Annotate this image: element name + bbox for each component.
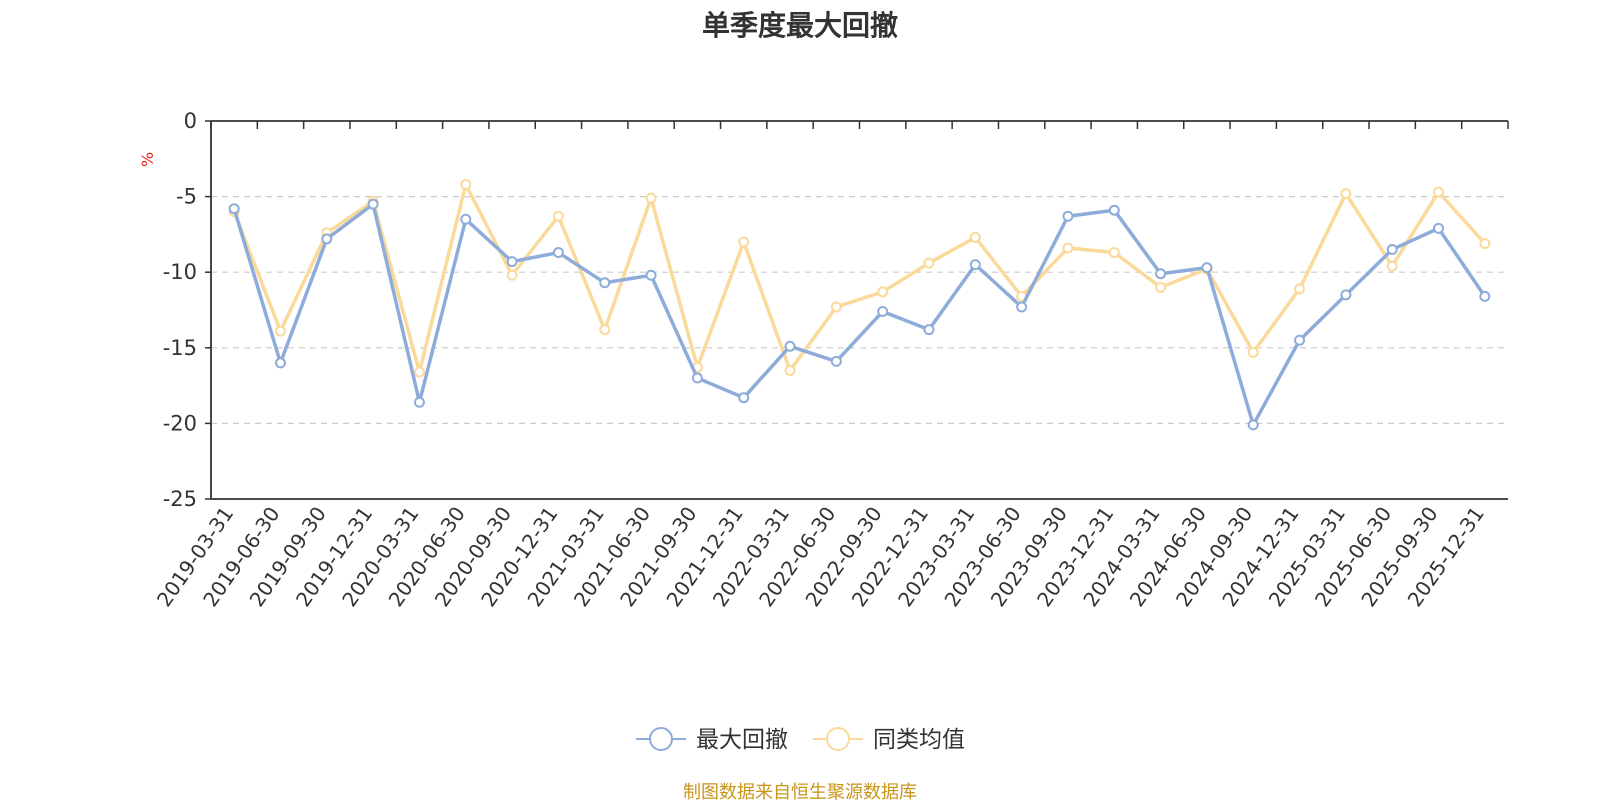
- y-tick-label: -20: [163, 411, 197, 435]
- y-tick-label: 0: [184, 109, 197, 133]
- data-point: [506, 256, 518, 268]
- y-tick-label: -10: [163, 260, 197, 284]
- data-point: [830, 301, 842, 313]
- data-point: [460, 179, 472, 191]
- data-point: [1247, 419, 1259, 431]
- data-point: [1294, 334, 1306, 346]
- series-line: [232, 202, 1487, 427]
- data-point: [645, 269, 657, 281]
- data-point: [274, 357, 286, 369]
- grid-lines: [211, 196, 1508, 424]
- data-point: [274, 325, 286, 337]
- legend-label: 同类均值: [873, 727, 965, 753]
- data-point: [691, 372, 703, 384]
- legend-marker: [649, 727, 673, 751]
- series-0: [228, 198, 1491, 431]
- data-point: [923, 324, 935, 336]
- data-point: [1108, 247, 1120, 259]
- data-point: [1155, 281, 1167, 293]
- data-point: [830, 355, 842, 367]
- data-point: [552, 247, 564, 259]
- series-1: [228, 179, 1491, 378]
- y-tick-label: -15: [163, 336, 197, 360]
- data-point: [321, 233, 333, 245]
- data-point: [228, 203, 240, 215]
- data-point: [1247, 346, 1259, 358]
- series-lines: [228, 179, 1491, 431]
- data-point: [1433, 186, 1445, 198]
- data-point: [1108, 204, 1120, 216]
- data-point: [1062, 210, 1074, 222]
- data-point: [599, 324, 611, 336]
- data-point: [1433, 222, 1445, 234]
- data-point: [506, 269, 518, 281]
- legend-marker: [826, 727, 850, 751]
- data-point: [1386, 244, 1398, 256]
- data-point: [1016, 301, 1028, 313]
- data-point: [1062, 242, 1074, 254]
- data-point: [1386, 260, 1398, 272]
- data-point: [738, 392, 750, 404]
- data-point: [877, 306, 889, 318]
- data-point: [877, 286, 889, 298]
- source-note: 制图数据来自恒生聚源数据库: [683, 782, 917, 803]
- y-tick-label: -25: [163, 487, 197, 511]
- data-point: [969, 231, 981, 243]
- legend: 最大回撤 同类均值: [636, 727, 965, 753]
- legend-item: 最大回撤: [636, 727, 788, 753]
- data-point: [738, 236, 750, 248]
- data-point: [1294, 283, 1306, 295]
- data-point: [413, 366, 425, 378]
- data-point: [599, 277, 611, 289]
- data-point: [552, 210, 564, 222]
- chart-title: 单季度最大回撤: [701, 9, 898, 42]
- data-point: [1340, 188, 1352, 200]
- data-point: [413, 396, 425, 408]
- data-point: [1479, 237, 1491, 249]
- data-point: [1155, 268, 1167, 280]
- data-point: [784, 364, 796, 376]
- data-point: [923, 257, 935, 269]
- legend-label: 最大回撤: [696, 727, 788, 753]
- legend-item: 同类均值: [813, 727, 965, 753]
- data-point: [460, 213, 472, 225]
- data-point: [1201, 262, 1213, 274]
- data-point: [367, 198, 379, 210]
- y-tick-label: -5: [176, 185, 197, 209]
- series-line: [232, 182, 1487, 374]
- data-point: [645, 192, 657, 204]
- data-point: [1479, 290, 1491, 302]
- data-point: [969, 259, 981, 271]
- data-point: [1340, 289, 1352, 301]
- data-point: [784, 340, 796, 352]
